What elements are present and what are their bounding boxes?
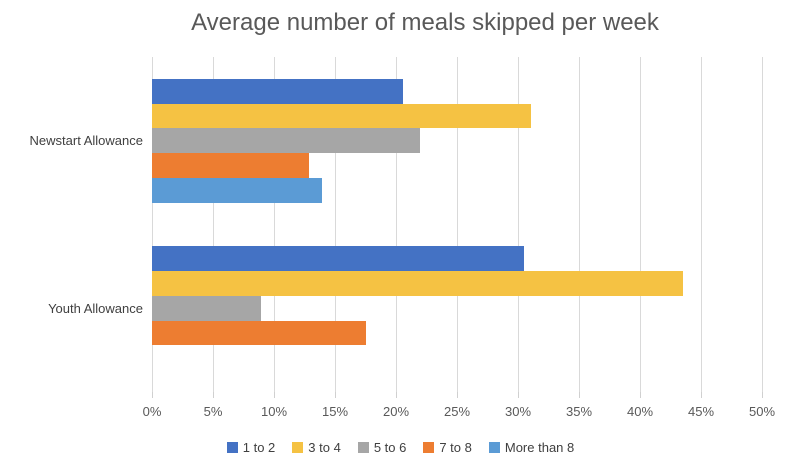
bar-newstart-allowance-1-to-2 [152, 78, 404, 104]
legend-swatch-icon [357, 442, 369, 453]
gridline [579, 57, 580, 392]
x-axis-label: 20% [382, 404, 410, 419]
gridline [762, 57, 763, 392]
legend-label: 7 to 8 [439, 440, 472, 455]
x-axis-label: 45% [687, 404, 715, 419]
legend-swatch-icon [226, 442, 238, 453]
x-axis-label: 25% [443, 404, 471, 419]
x-axis-label: 5% [203, 404, 223, 419]
category-label: Newstart Allowance [29, 133, 143, 149]
legend-item-3-to-4: 3 to 4 [292, 440, 341, 455]
legend-item-5-to-6: 5 to 6 [357, 440, 407, 455]
gridline [152, 57, 153, 392]
axis-tick [457, 392, 458, 398]
x-axis-label: 10% [260, 404, 288, 419]
bar-newstart-allowance-more-than-8 [152, 177, 322, 203]
legend: 1 to 2 3 to 4 5 to 6 7 to 8 More than 8 [0, 440, 801, 455]
plot-area [152, 57, 763, 392]
legend-swatch-icon [423, 442, 435, 453]
legend-swatch-icon [292, 442, 304, 453]
x-axis-label: 50% [748, 404, 776, 419]
axis-tick [335, 392, 336, 398]
legend-item-more-than-8: More than 8 [488, 440, 575, 455]
axis-tick [152, 392, 153, 398]
legend-label: 3 to 4 [308, 440, 341, 455]
x-axis-label: 15% [321, 404, 349, 419]
legend-label: 1 to 2 [242, 440, 276, 455]
gridline [518, 57, 519, 392]
x-axis-label: 40% [626, 404, 654, 419]
gridline [640, 57, 641, 392]
gridline [335, 57, 336, 392]
chart-title: Average number of meals skipped per week [191, 9, 659, 36]
axis-tick [518, 392, 519, 398]
gridline [396, 57, 397, 392]
gridline [457, 57, 458, 392]
bar-newstart-allowance-3-to-4 [152, 103, 532, 129]
legend-item-1-to-2: 1 to 2 [226, 440, 276, 455]
x-axis-label: 35% [565, 404, 593, 419]
gridline [274, 57, 275, 392]
axis-tick [640, 392, 641, 398]
gridline [701, 57, 702, 392]
axis-tick [701, 392, 702, 398]
legend-label: 5 to 6 [373, 440, 407, 455]
gridline [213, 57, 214, 392]
bar-youth-allowance-1-to-2 [152, 246, 525, 272]
category-label: Youth Allowance [48, 300, 143, 316]
bar-newstart-allowance-7-to-8 [152, 153, 310, 178]
bar-youth-allowance-7-to-8 [152, 320, 366, 346]
axis-tick [213, 392, 214, 398]
axis-tick [579, 392, 580, 398]
x-axis-label: 0% [142, 404, 162, 419]
bar-youth-allowance-5-to-6 [152, 295, 261, 321]
bar-newstart-allowance-5-to-6 [152, 128, 421, 154]
bar-youth-allowance-3-to-4 [152, 271, 683, 296]
axis-tick [274, 392, 275, 398]
legend-item-7-to-8: 7 to 8 [423, 440, 472, 455]
axis-tick [396, 392, 397, 398]
axis-tick [762, 392, 763, 398]
legend-swatch-icon [488, 442, 500, 453]
legend-label: More than 8 [504, 440, 575, 455]
x-axis-label: 30% [504, 404, 532, 419]
